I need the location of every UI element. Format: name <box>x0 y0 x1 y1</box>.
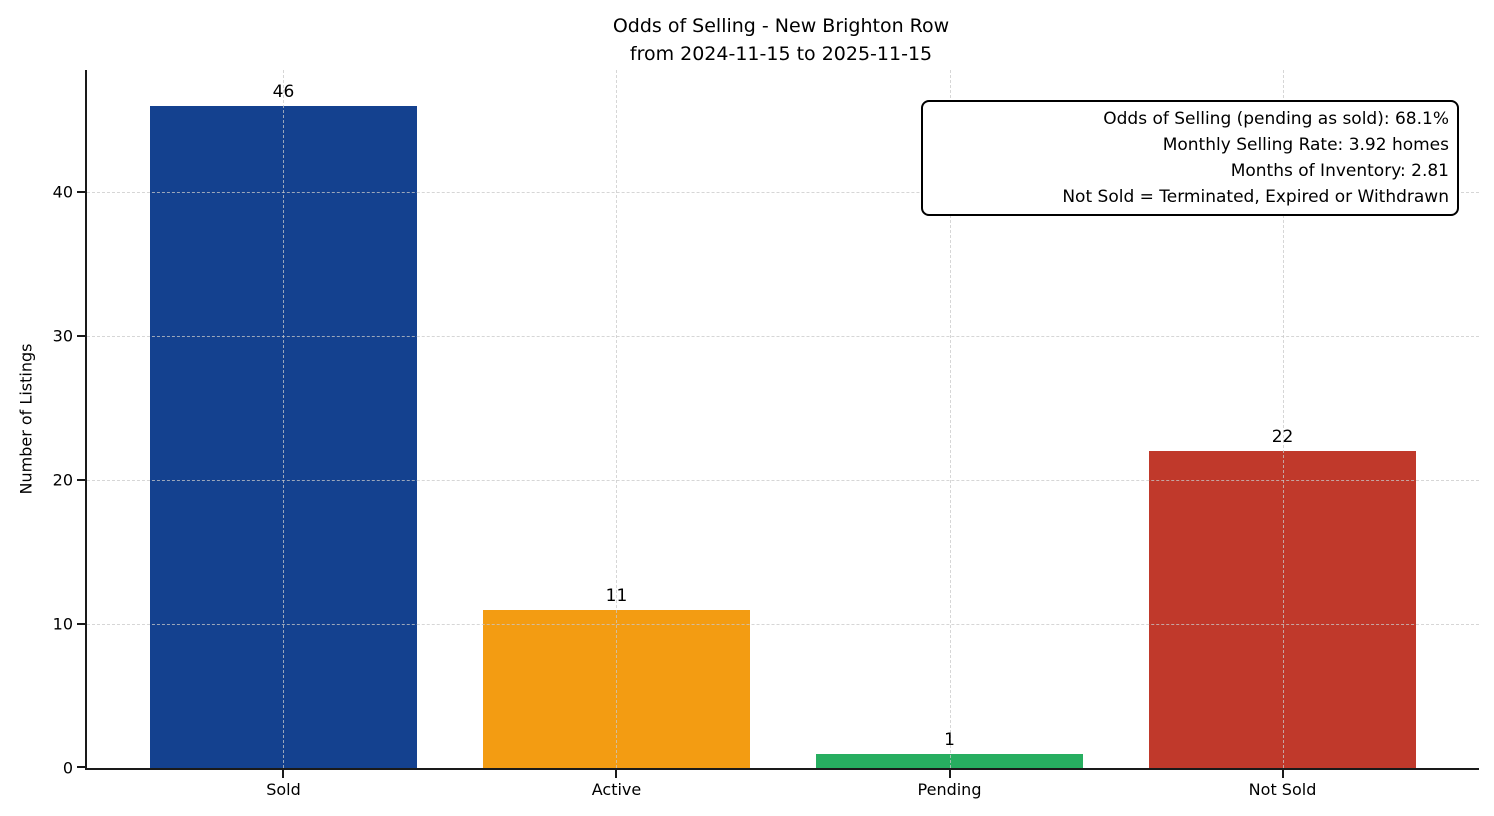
y-tick-mark <box>77 766 85 768</box>
x-tick-mark <box>1281 770 1284 778</box>
annotation-box: Odds of Selling (pending as sold): 68.1%… <box>921 100 1459 216</box>
x-tick-label: Not Sold <box>1248 780 1317 799</box>
y-tick-label: 30 <box>52 326 73 346</box>
y-tick-label: 0 <box>62 758 73 778</box>
horizontal-gridline <box>87 336 1479 338</box>
y-tick-mark <box>77 623 85 626</box>
y-tick-label: 20 <box>52 470 73 490</box>
horizontal-gridline <box>87 624 1479 626</box>
vertical-gridline <box>949 70 951 768</box>
chart-title-line1: Odds of Selling - New Brighton Row <box>612 15 950 37</box>
x-tick-mark <box>282 770 285 778</box>
y-axis-label: Number of Listings <box>16 343 36 495</box>
bar-value-label: 22 <box>1271 427 1294 448</box>
y-tick-mark <box>77 335 85 338</box>
x-tick-mark <box>615 770 618 778</box>
x-tick-label: Active <box>591 780 642 799</box>
bar-value-label: 11 <box>605 585 628 606</box>
x-tick-label: Sold <box>266 780 301 799</box>
plot-area: 0 10 20 30 40 46 Sold 11 Active 1 Pending 22 Not Sol… <box>53 70 1479 799</box>
y-tick-label: 10 <box>52 614 73 634</box>
x-tick-label: Pending <box>917 780 982 799</box>
annotation-line-odds: Odds of Selling (pending as sold): 68.1% <box>1103 109 1449 129</box>
vertical-gridline <box>616 70 618 768</box>
horizontal-gridline <box>87 480 1479 482</box>
y-tick-mark <box>77 191 85 194</box>
annotation-line-not-sold-def: Not Sold = Terminated, Expired or Withdr… <box>1062 187 1449 207</box>
bar-value-label: 1 <box>944 729 955 750</box>
y-tick-label: 40 <box>52 182 73 202</box>
y-tick-mark <box>77 479 85 482</box>
chart-title-line2: from 2024-11-15 to 2025-11-15 <box>629 43 933 65</box>
horizontal-gridline <box>87 192 1479 194</box>
bar-value-label: 46 <box>272 81 295 102</box>
chart-title: Odds of Selling - New Brighton Row from … <box>85 12 1477 68</box>
annotation-line-selling-rate: Monthly Selling Rate: 3.92 homes <box>1162 135 1449 155</box>
vertical-gridline <box>1282 70 1284 768</box>
annotation-line-inventory: Months of Inventory: 2.81 <box>1230 161 1449 181</box>
x-tick-mark <box>948 770 951 778</box>
vertical-gridline <box>283 70 285 768</box>
